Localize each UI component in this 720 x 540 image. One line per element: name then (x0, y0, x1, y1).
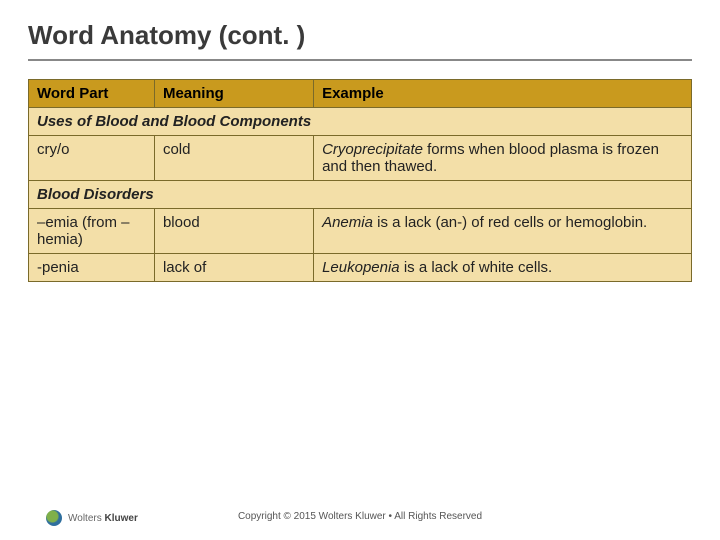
word-anatomy-table: Word Part Meaning Example Uses of Blood … (28, 79, 692, 282)
example-term: Cryoprecipitate (322, 141, 423, 158)
table-row: cry/o cold Cryoprecipitate forms when bl… (29, 136, 692, 181)
title-rule (28, 59, 692, 61)
cell-example: Leukopenia is a lack of white cells. (314, 254, 692, 282)
cell-meaning: lack of (154, 254, 313, 282)
section-row: Blood Disorders (29, 181, 692, 209)
section-heading: Uses of Blood and Blood Components (29, 108, 692, 136)
cell-meaning: cold (154, 136, 313, 181)
cell-word-part: -penia (29, 254, 155, 282)
table-row: -penia lack of Leukopenia is a lack of w… (29, 254, 692, 282)
col-header: Meaning (154, 80, 313, 108)
example-rest: is a lack of white cells. (400, 259, 553, 276)
table-header-row: Word Part Meaning Example (29, 80, 692, 108)
col-header: Example (314, 80, 692, 108)
page-title: Word Anatomy (cont. ) (28, 20, 692, 57)
example-term: Leukopenia (322, 259, 400, 276)
example-rest: is a lack (an-) of red cells or hemoglob… (373, 214, 647, 231)
table-row: –emia (from –hemia) blood Anemia is a la… (29, 209, 692, 254)
slide: Word Anatomy (cont. ) Word Part Meaning … (0, 0, 720, 540)
cell-word-part: cry/o (29, 136, 155, 181)
section-row: Uses of Blood and Blood Components (29, 108, 692, 136)
col-header: Word Part (29, 80, 155, 108)
section-heading: Blood Disorders (29, 181, 692, 209)
cell-word-part: –emia (from –hemia) (29, 209, 155, 254)
example-term: Anemia (322, 214, 373, 231)
copyright-footer: Copyright © 2015 Wolters Kluwer • All Ri… (0, 511, 720, 522)
cell-example: Anemia is a lack (an-) of red cells or h… (314, 209, 692, 254)
cell-example: Cryoprecipitate forms when blood plasma … (314, 136, 692, 181)
cell-meaning: blood (154, 209, 313, 254)
